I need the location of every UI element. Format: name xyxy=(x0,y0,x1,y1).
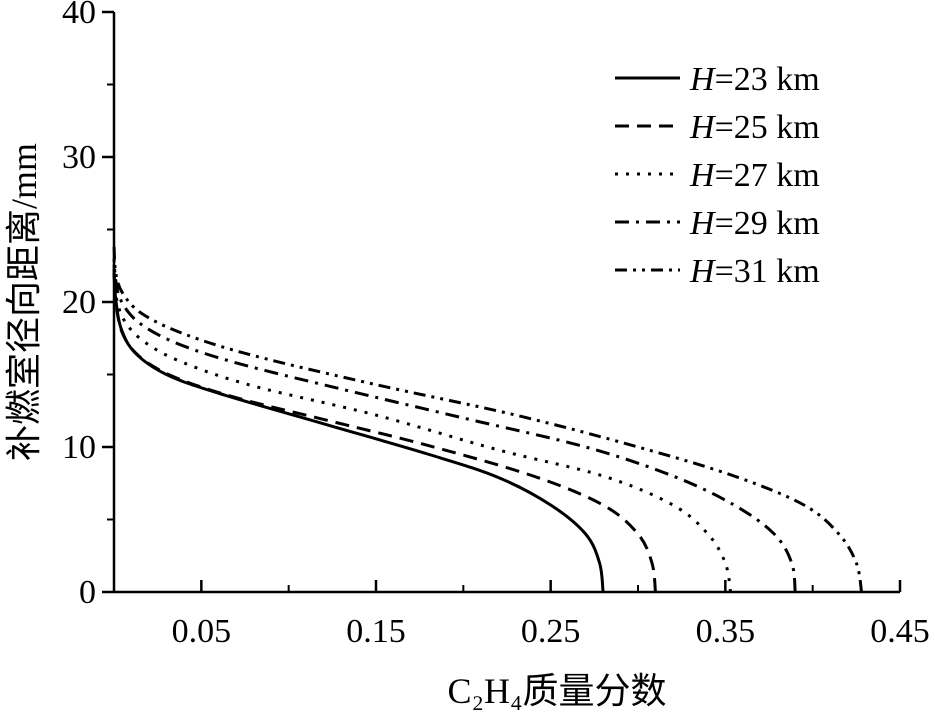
series-group xyxy=(112,243,864,593)
y-tick-labels: 0 10 20 30 40 xyxy=(62,0,96,611)
x-tick-label: 0.25 xyxy=(521,613,581,650)
legend: H=23 km H=25 km H=27 km H=29 km H=31 km xyxy=(615,61,820,290)
y-tick-label: 0 xyxy=(79,574,96,611)
axes xyxy=(112,12,900,594)
legend-label-4: H=29 km xyxy=(689,205,820,242)
y-tick-label: 40 xyxy=(62,0,96,31)
legend-label-2: H=25 km xyxy=(689,109,820,146)
series-line-5 xyxy=(112,243,864,593)
y-tick-label: 10 xyxy=(62,429,96,466)
legend-label-3: H=27 km xyxy=(689,157,820,194)
x-axis-title: C₂H₄质量分数 xyxy=(447,671,666,711)
series-line-2 xyxy=(112,268,657,593)
x-tick-label: 0.45 xyxy=(870,613,930,650)
x-tick-labels: 0.05 0.15 0.25 0.35 0.45 xyxy=(172,613,930,650)
series-line-3 xyxy=(112,264,733,593)
legend-label-5: H=31 km xyxy=(689,253,820,290)
y-tick-label: 20 xyxy=(62,284,96,321)
x-tick-label: 0.15 xyxy=(346,613,406,650)
series-line-1 xyxy=(112,272,605,593)
legend-label-1: H=23 km xyxy=(689,61,820,98)
y-axis-title: 补燃室径向距离/mm xyxy=(4,143,44,461)
series-line-4 xyxy=(112,258,797,593)
x-tick-label: 0.35 xyxy=(696,613,756,650)
x-tick-label: 0.05 xyxy=(172,613,232,650)
tick-marks xyxy=(102,10,902,594)
y-tick-label: 30 xyxy=(62,139,96,176)
